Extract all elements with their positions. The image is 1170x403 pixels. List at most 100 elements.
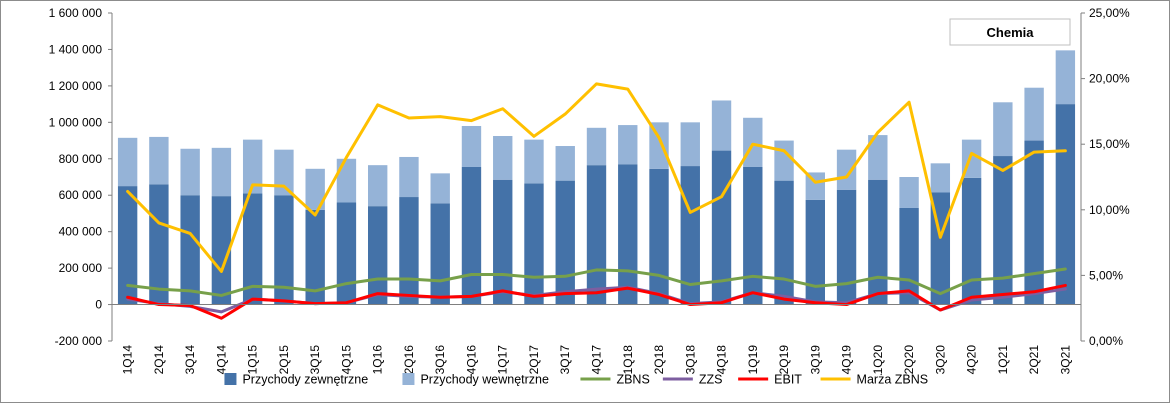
y-left-tick-label: 1 000 000 bbox=[49, 115, 103, 129]
bar-external-1Q15 bbox=[242, 193, 263, 305]
bar-internal-2Q15 bbox=[274, 149, 294, 196]
y-left-tick-label: 800 000 bbox=[59, 152, 103, 166]
bar-external-4Q15 bbox=[336, 202, 357, 305]
chart-title-badge: Chemia bbox=[949, 18, 1071, 46]
bar-internal-3Q21 bbox=[1055, 50, 1076, 105]
bar-external-1Q20 bbox=[868, 179, 888, 305]
bar-external-1Q16 bbox=[368, 206, 388, 305]
bar-internal-4Q15 bbox=[336, 158, 357, 203]
x-tick-label: 1Q19 bbox=[746, 345, 760, 375]
legend-label-4: EBIT bbox=[774, 373, 802, 387]
x-tick-label: 2Q20 bbox=[902, 345, 916, 375]
x-tick-label: 1Q20 bbox=[871, 345, 885, 375]
y-left-tick-label: -200 000 bbox=[55, 334, 103, 348]
y-right-tick-label: 10,00% bbox=[1089, 203, 1130, 217]
legend-label-2: ZBNS bbox=[616, 373, 649, 387]
bar-internal-2Q21 bbox=[1024, 87, 1044, 141]
bar-external-1Q19 bbox=[743, 166, 763, 305]
bar-internal-3Q18 bbox=[680, 122, 700, 167]
legend-label-5: Marża ZBNS bbox=[857, 373, 929, 387]
legend-label-1: Przychody wewnętrzne bbox=[420, 373, 549, 387]
legend-label-0: Przychody zewnętrzne bbox=[242, 373, 368, 387]
bar-internal-1Q16 bbox=[368, 165, 388, 207]
y-left-tick-label: 1 200 000 bbox=[49, 79, 103, 93]
bar-internal-2Q20 bbox=[899, 177, 919, 208]
y-left-tick-label: 200 000 bbox=[59, 261, 103, 275]
x-tick-label: 2Q21 bbox=[1027, 345, 1041, 375]
x-tick-label: 4Q16 bbox=[464, 345, 478, 375]
x-tick-label: 2Q14 bbox=[152, 345, 166, 375]
bar-external-2Q18 bbox=[649, 168, 669, 305]
y-left-tick-label: 400 000 bbox=[59, 225, 103, 239]
x-tick-label: 4Q15 bbox=[339, 345, 353, 375]
y-left-tick-label: 1 400 000 bbox=[49, 42, 103, 56]
x-tick-label: 3Q15 bbox=[308, 345, 322, 375]
series-line-zbns bbox=[126, 267, 1067, 297]
x-tick-label: 1Q21 bbox=[996, 345, 1010, 375]
series-line-ebit bbox=[126, 283, 1067, 320]
y-right-tick-label: 0,00% bbox=[1089, 334, 1123, 348]
legend-swatch-1 bbox=[402, 373, 415, 385]
y-right-tick-label: 15,00% bbox=[1089, 137, 1130, 151]
y-right-tick-label: 20,00% bbox=[1089, 72, 1130, 86]
bar-external-2Q14 bbox=[149, 184, 169, 305]
bar-internal-3Q17 bbox=[555, 146, 575, 181]
bar-external-4Q19 bbox=[836, 189, 857, 305]
bar-internal-1Q15 bbox=[242, 139, 263, 194]
x-tick-label: 1Q18 bbox=[621, 345, 635, 375]
series-line-marża-zbns bbox=[126, 82, 1067, 273]
bar-internal-1Q17 bbox=[493, 136, 513, 180]
y-right-tick-label: 5,00% bbox=[1089, 268, 1123, 282]
y-left-tick-label: 0 bbox=[95, 298, 102, 312]
bar-internal-2Q19 bbox=[774, 140, 794, 181]
bars-layer bbox=[117, 50, 1076, 305]
bar-internal-4Q14 bbox=[211, 147, 232, 197]
bar-internal-3Q16 bbox=[430, 173, 450, 204]
x-tick-label: 4Q18 bbox=[715, 345, 729, 375]
x-tick-label: 4Q20 bbox=[965, 345, 979, 375]
x-tick-label: 4Q14 bbox=[214, 345, 228, 375]
x-tick-label: 3Q20 bbox=[933, 345, 947, 375]
x-tick-label: 4Q19 bbox=[840, 345, 854, 375]
bar-external-3Q15 bbox=[305, 209, 325, 305]
bar-internal-1Q18 bbox=[618, 125, 638, 165]
legend: Przychody zewnętrzne Przychody wewnętrzne… bbox=[224, 373, 928, 387]
bar-external-4Q20 bbox=[961, 177, 982, 305]
bar-external-2Q21 bbox=[1024, 140, 1044, 305]
legend-swatch-0 bbox=[224, 373, 237, 385]
bar-external-1Q14 bbox=[117, 186, 138, 305]
x-tick-label: 1Q17 bbox=[496, 345, 510, 375]
bar-external-1Q21 bbox=[993, 156, 1013, 305]
bar-internal-1Q19 bbox=[743, 117, 763, 167]
bar-external-3Q21 bbox=[1055, 104, 1076, 305]
bar-external-4Q14 bbox=[211, 196, 232, 305]
chart-title: Chemia bbox=[987, 25, 1035, 40]
bar-external-2Q17 bbox=[524, 183, 544, 305]
bar-external-3Q16 bbox=[430, 203, 450, 305]
bar-internal-2Q18 bbox=[649, 122, 669, 169]
bar-internal-2Q17 bbox=[524, 139, 544, 184]
bar-internal-1Q21 bbox=[993, 102, 1013, 157]
bar-internal-3Q20 bbox=[930, 163, 951, 193]
x-tick-label: 1Q16 bbox=[371, 345, 385, 375]
bar-internal-1Q20 bbox=[868, 135, 888, 180]
bar-external-2Q16 bbox=[399, 197, 419, 305]
bar-internal-2Q16 bbox=[399, 156, 419, 198]
x-tick-label: 3Q21 bbox=[1058, 345, 1072, 375]
x-tick-label: 1Q14 bbox=[121, 345, 135, 375]
x-tick-label: 3Q14 bbox=[183, 345, 197, 375]
x-tick-label: 2Q19 bbox=[777, 345, 791, 375]
x-tick-label: 1Q15 bbox=[246, 345, 260, 375]
x-tick-label: 3Q17 bbox=[558, 345, 572, 375]
bar-external-3Q17 bbox=[555, 180, 575, 305]
y-left-tick-label: 600 000 bbox=[59, 188, 103, 202]
x-tick-label: 3Q19 bbox=[808, 345, 822, 375]
bar-internal-4Q18 bbox=[711, 100, 732, 151]
y-left-tick-label: 1 600 000 bbox=[49, 6, 103, 20]
bar-internal-4Q19 bbox=[836, 149, 857, 190]
lines-layer bbox=[126, 82, 1067, 320]
y-right-tick-label: 25,00% bbox=[1089, 6, 1130, 20]
chart-title-box bbox=[949, 18, 1071, 46]
x-tick-label: 4Q17 bbox=[590, 345, 604, 375]
